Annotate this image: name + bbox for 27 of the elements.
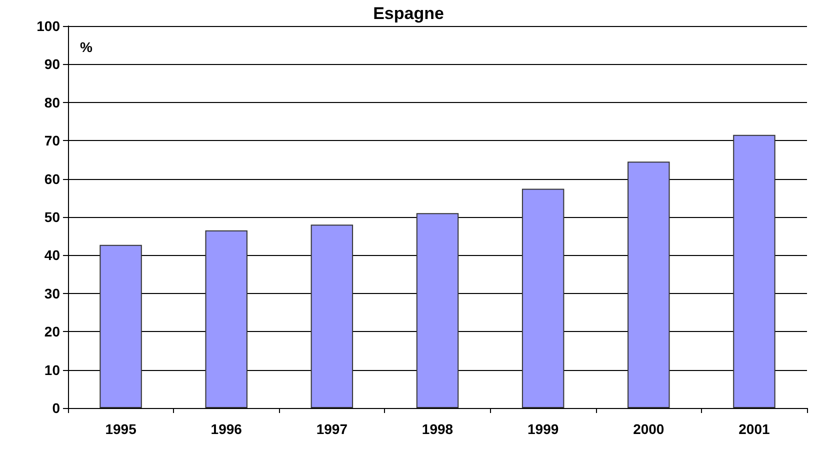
x-tick-label: 2000 — [633, 421, 664, 437]
chart-title: Espagne — [373, 4, 444, 23]
y-tick-label: 0 — [52, 400, 60, 416]
bar — [522, 188, 564, 408]
y-tick-label: 100 — [36, 18, 60, 34]
y-tick-label: 60 — [44, 170, 60, 187]
y-tick-label: 10 — [44, 362, 60, 378]
bar — [310, 224, 354, 408]
bar — [100, 244, 142, 408]
y-tick-label: 90 — [44, 56, 60, 72]
x-tick-label: 1996 — [210, 421, 242, 437]
y-tick-label: 80 — [44, 94, 60, 110]
x-tick-label: 1999 — [527, 421, 559, 437]
x-tick-label: 2001 — [738, 421, 770, 437]
y-tick-label: 50 — [44, 209, 60, 225]
x-tick-label: 1995 — [105, 421, 137, 437]
y-tick-label: 40 — [44, 247, 60, 264]
y-tick-label: 70 — [44, 132, 60, 149]
bar — [628, 162, 670, 408]
y-axis-title: % — [80, 39, 93, 55]
y-tick-label: 20 — [44, 324, 60, 340]
bar — [205, 230, 248, 408]
bar — [416, 213, 459, 408]
x-tick-label: 1997 — [316, 421, 348, 437]
x-tick-label: 1998 — [422, 421, 454, 437]
bar — [733, 134, 776, 408]
y-tick-label: 30 — [44, 285, 60, 302]
